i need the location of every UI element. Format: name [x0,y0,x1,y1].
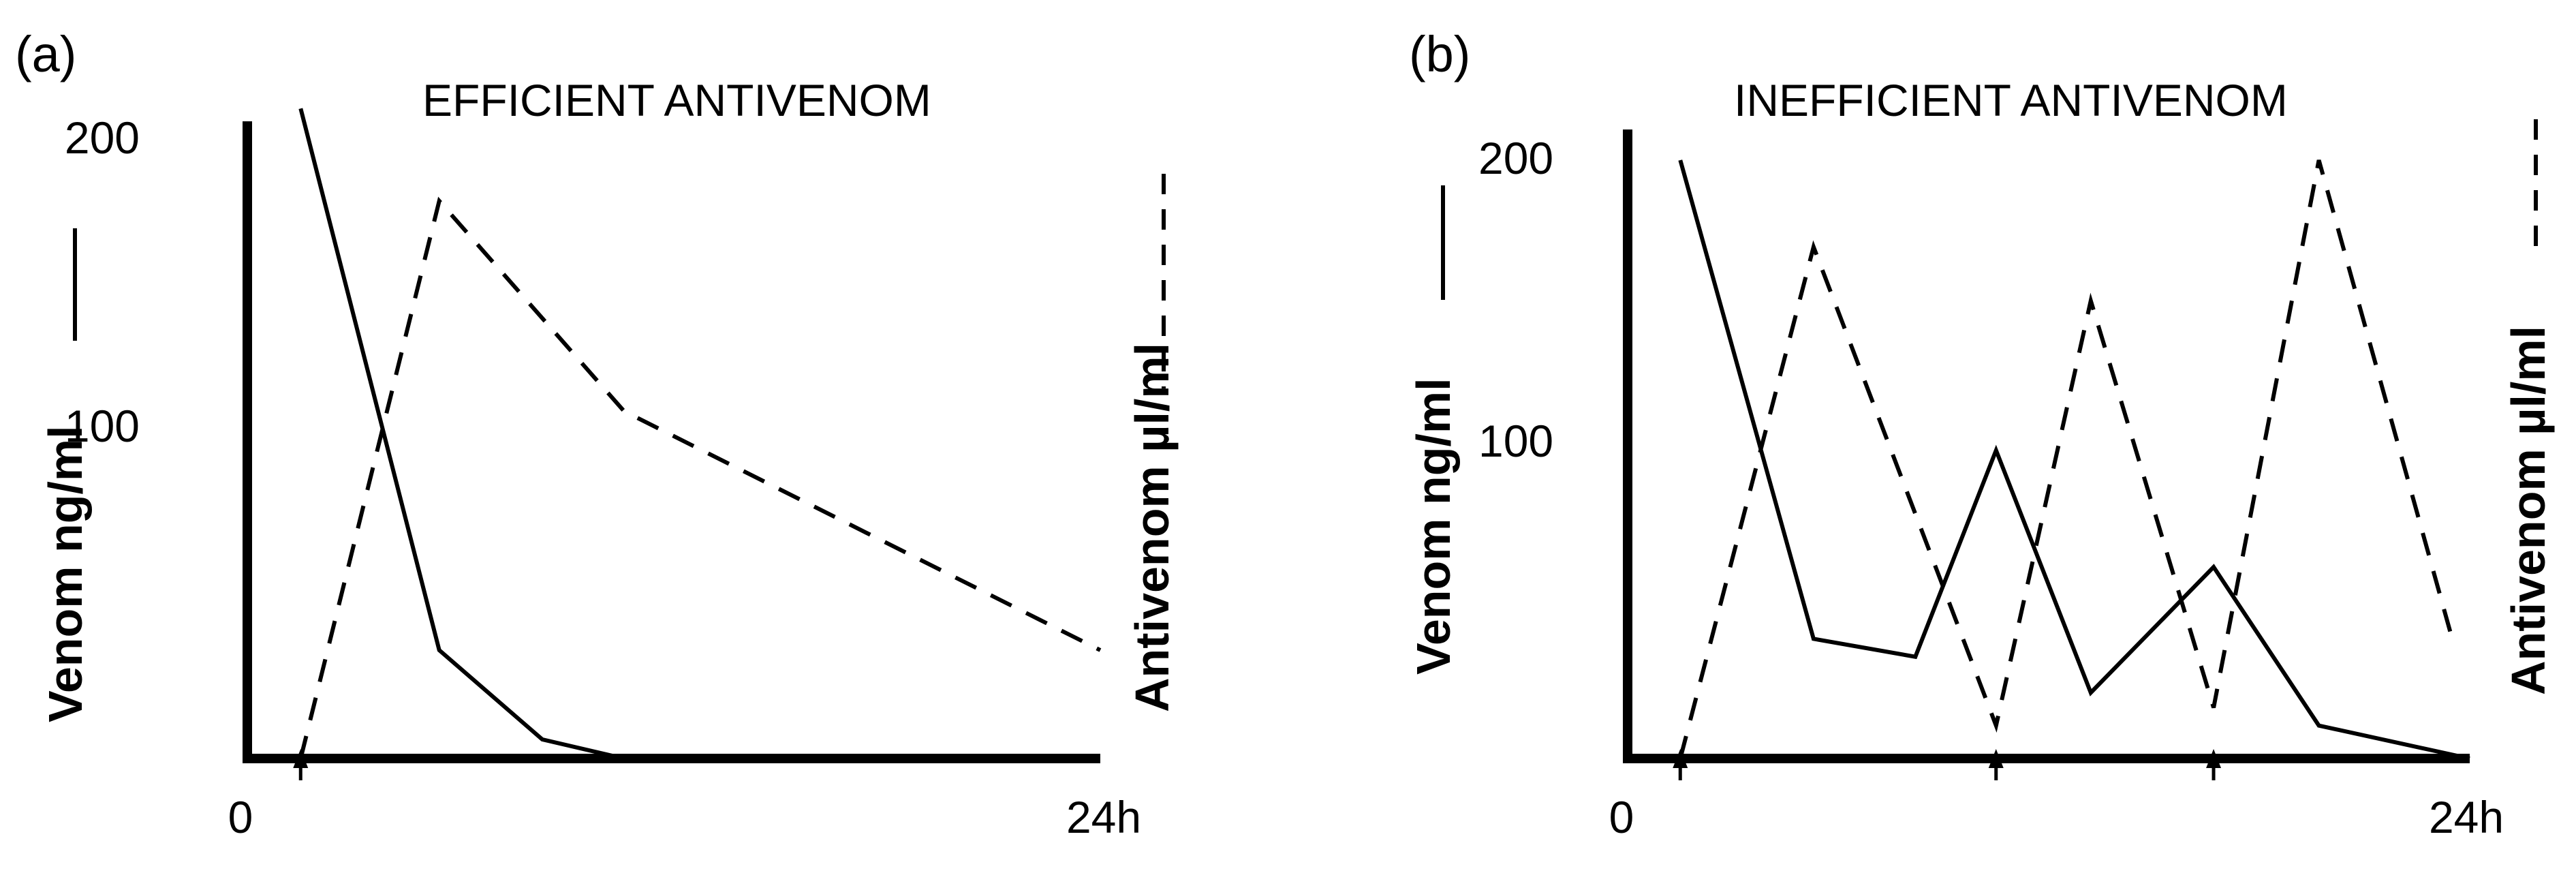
panel-a-dose-arrow-head [293,749,309,768]
panel-a-xtick-24h: 24h [1066,792,1141,842]
panel-a-xtick-0: 0 [228,792,253,842]
panel-a-chart: (a) EFFICIENT ANTIVENOM 200 100 0 24h Ve… [15,26,1179,842]
panel-b-ylabel-left: Venom ng/ml [1407,378,1460,675]
panel-b-ylabel-right: Antivenom µl/ml [2502,326,2555,695]
panel-a-ytick-100: 100 [65,401,140,451]
panel-b-venom-line [1678,159,2470,761]
panel-b-data-marks [1673,159,2470,780]
panel-a-venom-line [298,108,625,761]
panel-a-antivenom-line [298,196,1102,759]
panel-a-title: EFFICIENT ANTIVENOM [422,75,931,125]
panel-b-title: INEFFICIENT ANTIVENOM [1734,75,2288,125]
panel-b-dose-arrow-head [1673,749,1688,768]
panel-b-chart: (b) INEFFICIENT ANTIVENOM 200 100 0 24h … [1407,26,2555,842]
panel-b-dose-arrow-head [2206,749,2222,768]
panel-b-ytick-100: 100 [1478,416,1553,466]
panel-b-xtick-0: 0 [1609,792,1634,842]
panel-a-data-marks [293,108,1102,780]
panel-a-ylabel-right: Antivenom µl/ml [1126,343,1179,712]
panel-b-antivenom-line [1678,159,2455,759]
panel-a-label: (a) [15,26,76,82]
panel-a-ytick-200: 200 [65,112,140,163]
panel-b-ytick-200: 200 [1478,133,1553,183]
panel-b-xtick-24h: 24h [2429,792,2504,842]
panel-a-ylabel-left: Venom ng/ml [39,425,92,722]
panel-b-label: (b) [1409,26,1470,82]
panel-b-dose-arrow-head [1988,749,2004,768]
